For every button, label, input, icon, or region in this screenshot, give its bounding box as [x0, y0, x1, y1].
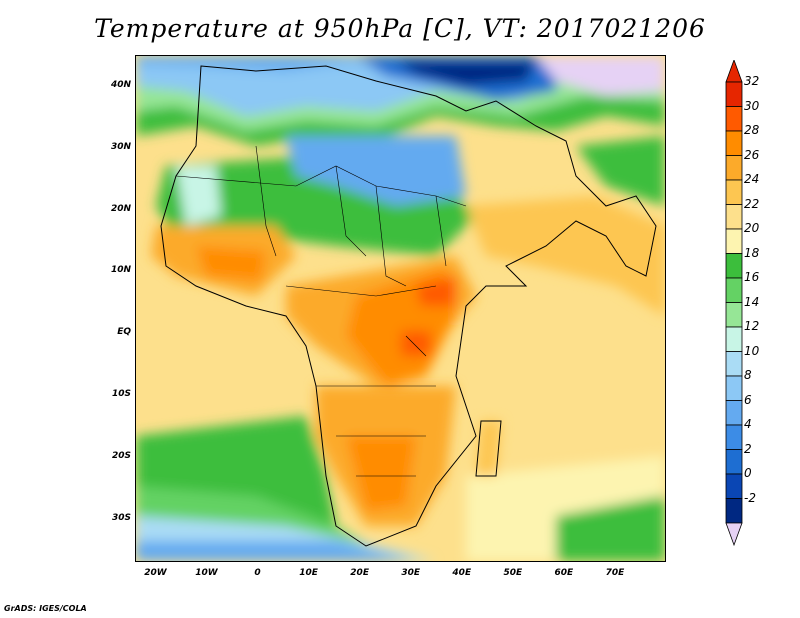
lon-tick-label: 20E	[350, 568, 369, 578]
colorbar-segment	[725, 351, 743, 377]
coastlines	[160, 65, 657, 547]
lon-tick-label: 10W	[195, 568, 218, 578]
colorbar-segment	[725, 449, 743, 475]
colorbar-label: 18	[744, 245, 760, 260]
country-borders	[175, 145, 467, 477]
colorbar-svg	[725, 58, 743, 547]
colorbar-label: -2	[744, 490, 756, 505]
credit-text: GrADS: IGES/COLA	[4, 604, 87, 613]
lon-tick-label: 20W	[144, 568, 167, 578]
colorbar-segment	[725, 81, 743, 107]
colorbar-segment	[725, 179, 743, 205]
colorbar-segment	[725, 375, 743, 401]
lon-tick-label: 40E	[452, 568, 472, 578]
colorbar	[718, 58, 778, 560]
colorbar-label: 6	[744, 392, 752, 407]
colorbar-segment	[725, 473, 743, 499]
temperature-field	[136, 56, 665, 561]
lat-tick-label: 10S	[111, 389, 131, 400]
colorbar-bottom-arrow	[725, 522, 743, 547]
colorbar-label: 20	[744, 221, 760, 235]
colorbar-label: 0	[744, 466, 752, 480]
colorbar-segment	[725, 400, 743, 426]
lon-tick-label: 50E	[503, 568, 523, 578]
colorbar-segment	[725, 130, 743, 156]
lat-tick-label: 20S	[111, 450, 131, 461]
lon-tick-label: 0	[254, 568, 261, 578]
colorbar-label: 8	[744, 368, 752, 382]
colorbar-label: 32	[744, 74, 760, 88]
lat-tick-label: 30S	[111, 512, 131, 523]
colorbar-label: 22	[744, 196, 760, 211]
lon-tick-label: 10E	[299, 568, 318, 578]
colorbar-segment	[725, 228, 743, 254]
colorbar-label: 14	[744, 294, 760, 309]
colorbar-label: 2	[744, 441, 752, 456]
colorbar-label: 24	[744, 172, 760, 186]
lat-tick-label: 10N	[110, 265, 131, 276]
colorbar-segment	[725, 302, 743, 328]
colorbar-label: 4	[744, 417, 752, 431]
colorbar-segment	[725, 253, 743, 279]
colorbar-segment	[725, 326, 743, 352]
colorbar-top-arrow	[725, 58, 743, 83]
colorbar-segment	[725, 155, 743, 181]
lon-tick-label: 70E	[605, 568, 625, 578]
colorbar-label: 26	[744, 147, 760, 162]
colorbar-segment	[725, 498, 743, 524]
lat-tick-label: 20N	[110, 203, 131, 214]
colorbar-segment	[725, 424, 743, 450]
colorbar-segment	[725, 106, 743, 132]
colorbar-segment	[725, 204, 743, 230]
chart-title: Temperature at 950hPa [C], VT: 201702120…	[94, 14, 706, 43]
lat-tick-label: 30N	[110, 141, 131, 152]
colorbar-label: 12	[744, 319, 760, 333]
colorbar-label: 28	[744, 123, 760, 137]
lon-tick-label: 60E	[554, 568, 574, 578]
colorbar-segment	[725, 277, 743, 303]
colorbar-label: 10	[744, 343, 760, 358]
lat-tick-label: EQ	[117, 327, 131, 338]
map-canvas	[136, 56, 665, 561]
temperature-map	[135, 55, 666, 562]
colorbar-label: 30	[744, 98, 760, 113]
colorbar-label: 16	[744, 270, 760, 284]
lat-tick-label: 40N	[110, 79, 131, 90]
lon-tick-label: 30E	[401, 568, 421, 578]
